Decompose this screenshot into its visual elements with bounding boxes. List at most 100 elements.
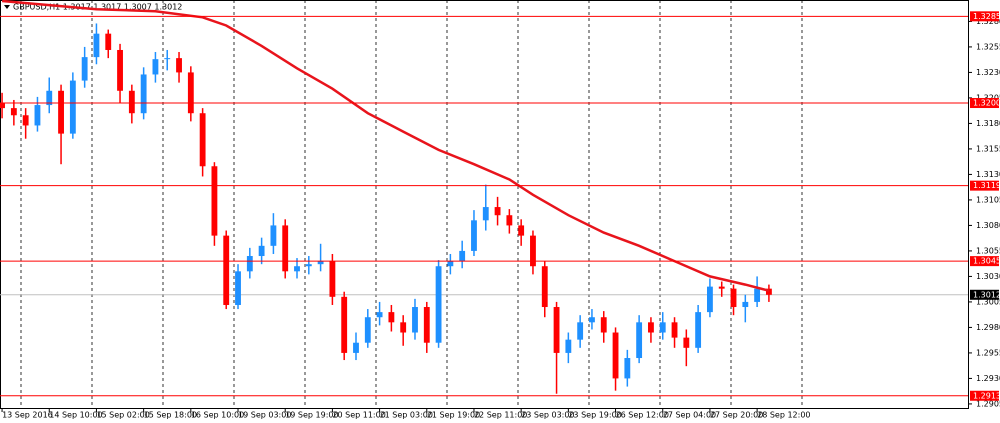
candle-body [22,115,29,126]
candle-body [0,103,5,109]
candle-body [482,207,489,221]
candle-body [412,307,418,333]
candle-body [718,286,725,289]
x-tick-label: 13 Sep 2016 [2,411,53,420]
level-label-box [970,180,999,191]
y-tick-label: 1.3155 [976,144,1000,153]
candle-body [494,207,501,216]
candle-body [648,322,654,333]
plot-frame [0,0,969,409]
day-separators [20,0,803,408]
candle-body [612,332,619,379]
x-tick-label: 20 Sep 11:00 [332,411,385,420]
candle-body [695,312,702,348]
candle-body [353,342,359,353]
x-tick-label: 27 Sep 04:00 [663,411,716,420]
y-tick-label: 1.3080 [976,221,1000,230]
candle-body [553,307,560,353]
level-label-box [970,256,999,267]
current-price-box [970,289,999,300]
y-tick-label: 1.3105 [976,195,1000,204]
candle-body [294,266,300,272]
candle-body [270,225,277,246]
y-tick-label: 1.3005 [976,297,1000,306]
level-label: 1.3045 [973,257,1000,266]
level-label-box [970,390,999,401]
candle-body [600,317,607,333]
level-label: 1.2913 [973,391,1000,400]
level-label: 1.3200 [973,99,1000,108]
x-tick-label: 19 Sep 03:00 [238,411,291,420]
candle-body [376,312,383,318]
candle-body [223,235,230,305]
candle-body [211,166,218,236]
candle-body [58,90,64,134]
candle-body [341,296,348,353]
y-tick-label: 1.3280 [976,17,1000,26]
candle-body [754,288,761,302]
candle-body [46,90,53,106]
candle-body [258,245,265,257]
candle-body [317,261,324,265]
candle-body [10,108,17,116]
candle-body [105,33,112,50]
x-tick-label: 28 Sep 12:00 [757,411,810,420]
candle-body [683,337,690,348]
candle-body [199,113,206,167]
y-tick-label: 1.2980 [976,323,1000,332]
x-tick-label: 21 Sep 03:00 [380,411,433,420]
x-tick-label: 14 Sep 10:00 [49,411,102,420]
candle-body [246,256,253,272]
candle-body [742,301,749,308]
candle-body [506,215,513,226]
candle-body [235,271,241,305]
candle-body [530,235,536,267]
candle-body [305,264,312,267]
candle-body [282,225,289,272]
candle-body [400,322,407,333]
candle-body [187,72,194,114]
candle-body [671,322,678,338]
menu-arrow [4,5,10,9]
current-price-label: 1.3012 [973,290,1000,299]
level-label: 1.3285 [973,12,1000,21]
candle-body [388,312,395,323]
candle-body [34,105,41,126]
candle-body [117,49,123,91]
y-tick-label: 1.3030 [976,272,1000,281]
y-tick-label: 1.2905 [976,399,1000,408]
candle-body [471,220,477,251]
candle-body [364,317,371,343]
candle-body [152,59,159,75]
candle-body [447,261,454,267]
candle-body [140,74,147,114]
candle-body [69,80,76,134]
candle-body [577,322,584,340]
candle-body [81,57,88,81]
candle-body [636,322,643,359]
candle-body [659,322,666,333]
x-tick-label: 26 Sep 12:00 [616,411,669,420]
y-tick-label: 1.3130 [976,170,1000,179]
candle-body [541,266,548,308]
x-tick-label: 15 Sep 02:00 [96,411,149,420]
candle-body [624,358,631,379]
x-tick-label: 22 Sep 11:00 [474,411,527,420]
x-tick-label: 23 Sep 03:00 [521,411,574,420]
candle-body [128,90,135,114]
candle-body [730,288,737,308]
candle-body [589,317,595,323]
x-tick-label: 19 Sep 19:00 [285,411,338,420]
candle-body [565,339,572,353]
candle-body [423,307,430,343]
moving-average [1,0,770,292]
y-tick-label: 1.3180 [976,119,1000,128]
y-tick-label: 1.3055 [976,246,1000,255]
level-label: 1.3119 [973,181,1000,190]
y-tick-label: 1.2955 [976,348,1000,357]
x-tick-label: 27 Sep 20:00 [710,411,763,420]
level-label-box [970,11,999,22]
candle-body [176,58,182,73]
y-tick-label: 1.2930 [976,374,1000,383]
